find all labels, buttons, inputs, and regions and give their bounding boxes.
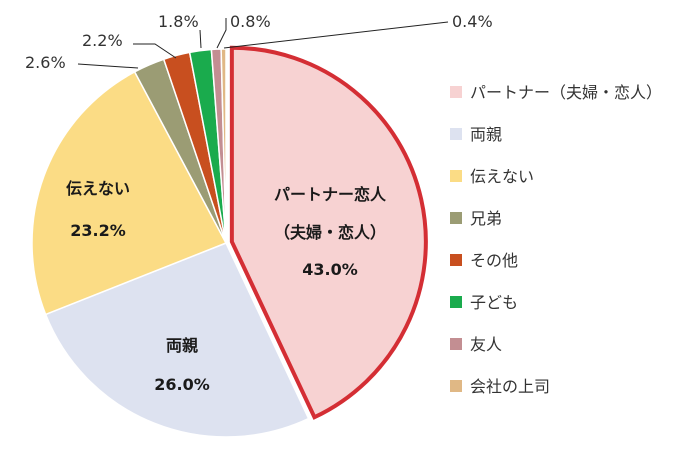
legend-swatch-parents: [450, 128, 462, 140]
legend-swatch-children: [450, 296, 462, 308]
slice-notell: [31, 70, 228, 316]
legend-swatch-friends: [450, 338, 462, 350]
label-boss-value: 0.4%: [452, 12, 493, 31]
legend-swatch-other: [450, 254, 462, 266]
legend-label-other: その他: [470, 251, 518, 270]
label-friends-value: 0.8%: [230, 12, 271, 31]
leader-lines: [77, 18, 449, 69]
label-notell-name: 伝えない: [66, 179, 130, 198]
legend-label-partner: パートナー（夫婦・恋人）: [470, 83, 662, 102]
pie-slices: [31, 45, 428, 438]
legend-swatch-partner: [450, 86, 462, 98]
legend-swatch-boss: [450, 380, 462, 392]
label-parents-value: 26.0%: [154, 375, 210, 394]
legend: パートナー（夫婦・恋人） 両親 伝えない 兄弟 その他 子ども 友人 会社の上司: [450, 83, 662, 396]
slice-parents: [44, 242, 310, 438]
label-notell-value: 23.2%: [70, 221, 126, 240]
legend-swatch-notell: [450, 170, 462, 182]
legend-label-boss: 会社の上司: [470, 377, 550, 396]
label-brothers-value: 2.6%: [25, 53, 66, 72]
slice-boss: [220, 48, 227, 244]
leader-other: [133, 43, 177, 59]
label-children-value: 1.8%: [158, 12, 199, 31]
leader-boss: [223, 21, 449, 49]
leader-children: [199, 29, 202, 49]
legend-label-friends: 友人: [470, 335, 502, 354]
label-partner-value: 43.0%: [302, 260, 358, 279]
label-other-value: 2.2%: [82, 31, 123, 50]
leader-brothers: [77, 63, 139, 69]
slice-partner: [229, 45, 428, 420]
leader-friends: [216, 18, 227, 49]
legend-label-notell: 伝えない: [470, 167, 534, 186]
legend-label-brothers: 兄弟: [470, 209, 502, 228]
legend-swatch-brothers: [450, 212, 462, 224]
label-parents-name: 両親: [166, 336, 198, 355]
label-partner-sub: （夫婦・恋人）: [274, 223, 386, 242]
label-partner-name: パートナー恋人: [274, 185, 387, 204]
legend-label-parents: 両親: [470, 125, 502, 144]
legend-label-children: 子ども: [470, 293, 518, 312]
